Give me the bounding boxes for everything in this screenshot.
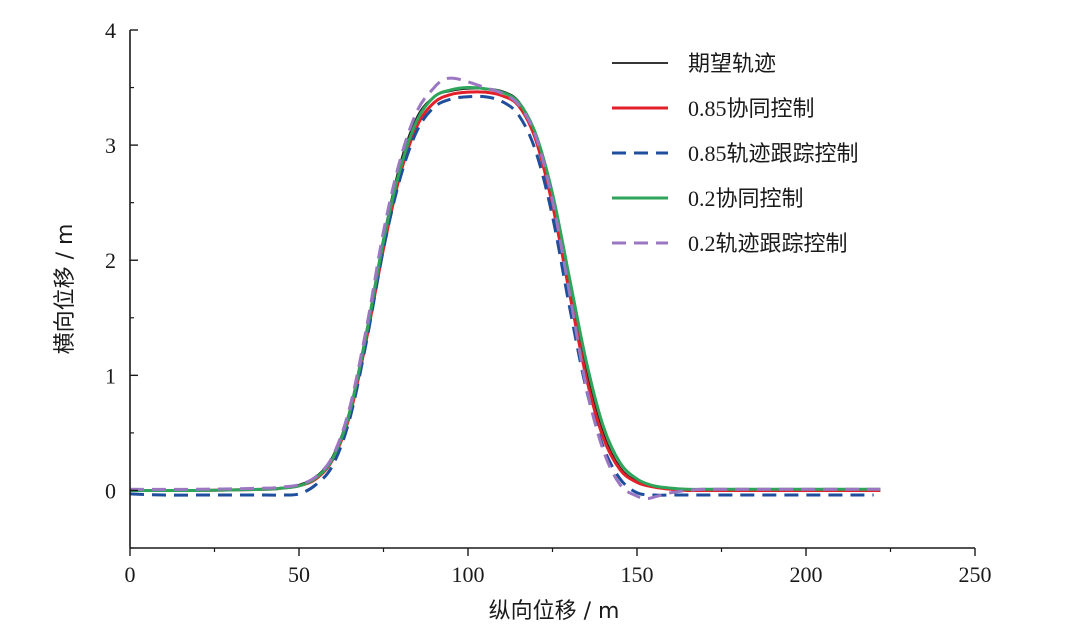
legend-label: 0.85轨迹跟踪控制: [688, 141, 859, 166]
y-tick-label: 1: [105, 363, 116, 388]
y-axis-title: 横向位移 / m: [53, 224, 78, 355]
legend: 期望轨迹 0.85协同控制 0.85轨迹跟踪控制 0.2协同控制 0.2轨迹跟踪控制: [612, 51, 859, 256]
legend-label: 0.2轨迹跟踪控制: [688, 231, 848, 256]
x-tick-label: 0: [125, 562, 136, 587]
legend-label: 0.85协同控制: [688, 96, 815, 121]
x-tick-label: 250: [959, 562, 992, 587]
x-axis-title: 纵向位移 / m: [489, 599, 620, 624]
x-tick-label: 150: [621, 562, 654, 587]
legend-label: 期望轨迹: [688, 51, 776, 76]
x-tick-label: 200: [790, 562, 823, 587]
y-tick-label: 2: [105, 248, 116, 273]
plot-area: [129, 76, 881, 500]
x-tick-label: 100: [452, 562, 485, 587]
y-tick-label: 4: [105, 18, 116, 43]
series-line-3: [129, 94, 874, 497]
y-tick-label: 3: [105, 133, 116, 158]
x-tick-label: 50: [288, 562, 310, 587]
legend-label: 0.2协同控制: [688, 186, 804, 211]
axes: [129, 30, 975, 549]
y-tick-label: 0: [105, 478, 116, 503]
series-line-5: [129, 76, 881, 500]
ticks: 0 50 100 150 200 250 0 1 2 3 4: [105, 18, 992, 587]
